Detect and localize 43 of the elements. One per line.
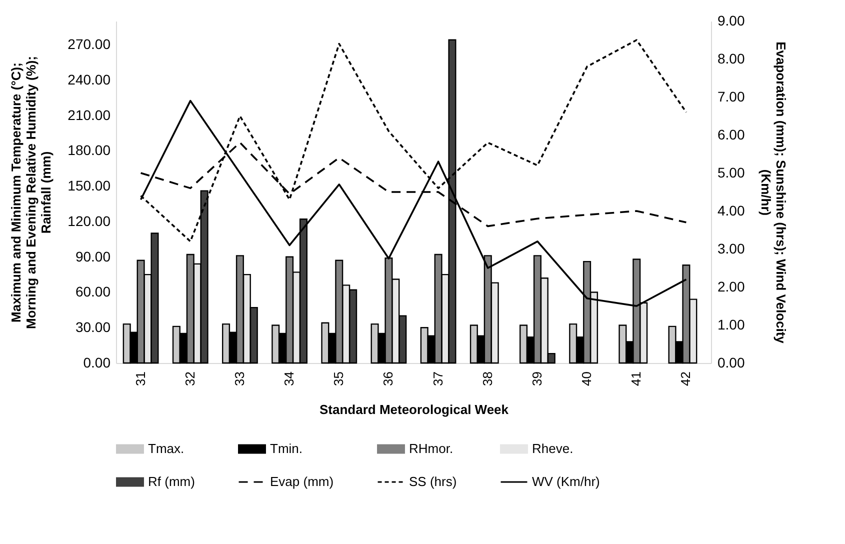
x-tick-label: 31 (132, 372, 148, 386)
legend-label: Tmin. (270, 441, 302, 456)
y-tick-label: 30.00 (75, 319, 111, 336)
legend-label: Rf (mm) (148, 474, 195, 489)
y2-tick-label: 8.00 (718, 50, 745, 66)
x-tick-label: 35 (331, 372, 346, 386)
y2-tick-label: 1.00 (718, 316, 745, 332)
y-tick-label: 60.00 (75, 284, 111, 300)
x-tick-label: 32 (182, 372, 198, 386)
y-tick-label: 180.00 (68, 142, 111, 158)
x-tick-label: 40 (579, 372, 594, 386)
x-tick-label: 37 (430, 372, 446, 386)
y-axis-title: Maximum and Minimum Temperature (°C); Morning and Evening Relative Humidity (%); Rainfall (mm) (8, 56, 54, 330)
legend-label: WV (Km/hr) (532, 474, 600, 489)
x-axis-title: Standard Meteorological Week (319, 402, 510, 417)
y2-axis-title: Evaporation (mm); Sunshine (hrs); Wind Velocity (Km/hr) (758, 42, 789, 344)
y2-tick-label: 4.00 (718, 202, 745, 218)
y2-tick-label: 0.00 (718, 354, 745, 370)
x-tick-label: 39 (529, 372, 544, 386)
y-tick-label: 0.00 (83, 354, 111, 370)
y2-tick-label: 3.00 (718, 240, 745, 256)
y2-tick-label: 6.00 (718, 126, 745, 142)
y-tick-label: 120.00 (68, 212, 111, 229)
y2-tick-label: 7.00 (718, 88, 745, 104)
x-tick-label: 42 (678, 372, 694, 386)
y-tick-label: 270.00 (68, 36, 111, 52)
x-tick-label: 41 (628, 372, 644, 386)
x-tick-label: 38 (480, 372, 495, 386)
y2-tick-label: 9.00 (718, 12, 745, 28)
legend-label: RHmor. (409, 441, 454, 456)
y2-tick-label: 5.00 (718, 164, 745, 180)
x-tick-label: 33 (232, 372, 247, 386)
y2-tick-label: 2.00 (718, 278, 745, 294)
y-tick-label: 240.00 (68, 71, 111, 88)
y-tick-label: 90.00 (75, 248, 111, 264)
x-tick-label: 36 (380, 372, 396, 386)
y-tick-label: 150.00 (68, 178, 111, 194)
legend-label: Evap (mm) (270, 474, 334, 489)
legend-label: SS (hrs) (409, 474, 457, 489)
y-tick-label: 210.00 (68, 106, 111, 123)
legend-label: Rheve. (532, 441, 574, 456)
legend-label: Tmax. (148, 441, 184, 456)
x-tick-label: 34 (282, 372, 297, 386)
